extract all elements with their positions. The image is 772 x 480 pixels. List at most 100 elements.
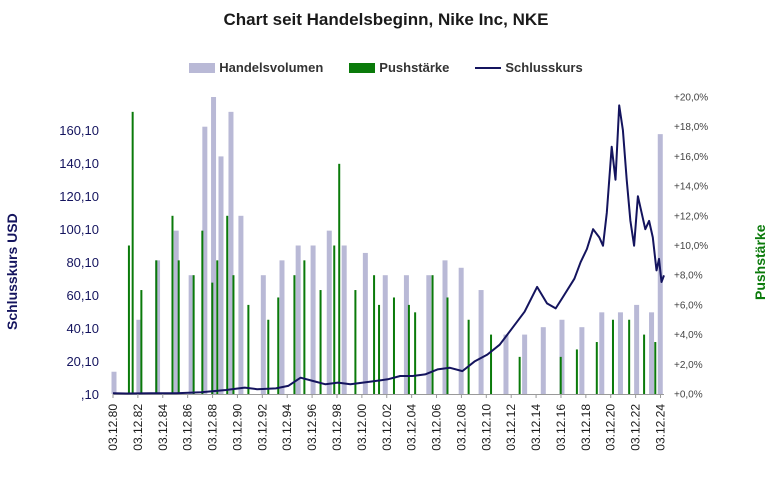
push-bar [201,230,204,394]
y-right-tick-label: +8,0% [674,271,703,282]
y-left-tick-label: ,10 [81,387,99,402]
push-bar [490,334,493,394]
y-right-tick-label: +18,0% [674,122,708,133]
x-tick-label: 03.12.20 [604,404,618,451]
y-right-tick-label: +0,0% [674,390,703,401]
legend-item-volume: Handelsvolumen [189,60,323,75]
legend: Handelsvolumen Pushstärke Schlusskurs [0,60,772,75]
volume-bar [326,230,332,394]
volume-bar [442,260,448,394]
push-bar [654,342,657,394]
y-left-tick-label: 160,10 [59,123,99,138]
x-tick-label: 03.12.84 [156,404,170,451]
y-right-tick-label: +10,0% [674,241,708,252]
legend-item-push: Pushstärke [349,60,449,75]
volume-bar [599,312,605,394]
volume-bar [295,245,301,394]
push-bar [518,356,521,394]
volume-bar [111,371,117,394]
volume-bar [382,275,388,394]
legend-swatch-push [349,62,376,73]
push-bar [319,290,322,394]
close-price-line [112,104,665,395]
legend-label-close: Schlusskurs [505,60,583,75]
push-bar [628,319,631,394]
y-left-tick-label: 80,10 [66,255,99,270]
y-left-tick-label: 60,10 [66,288,99,303]
x-tick-label: 03.12.02 [380,404,394,451]
push-bar [643,334,646,394]
volume-bar [579,327,585,394]
push-bar [177,260,180,394]
push-bar [127,245,130,394]
y-right-tick-label: +4,0% [674,330,703,341]
push-bar [431,275,434,394]
x-tick-label: 03.12.96 [305,404,319,451]
x-tick-label: 03.12.92 [255,404,269,451]
y-right-tick-label: +6,0% [674,300,703,311]
push-bar [140,290,143,394]
push-bar [267,319,270,394]
push-bar [446,297,449,394]
volume-bar [228,111,234,394]
volume-bar [522,334,528,394]
push-bar [155,260,158,394]
push-bar [293,275,296,394]
volume-bar [540,327,546,394]
push-bar [277,297,280,394]
volume-bar [617,312,623,394]
x-tick-label: 03.12.10 [479,404,493,451]
x-tick-label: 03.12.22 [629,404,643,451]
x-tick-label: 03.12.16 [554,404,568,451]
push-bar [232,275,235,394]
y-left-tick-label: 20,10 [66,354,99,369]
volume-bar [260,275,266,394]
volume-bar [202,126,208,394]
volume-bar [238,215,244,394]
x-tick-label: 03.12.04 [405,404,419,451]
x-tick-label: 03.12.94 [280,404,294,451]
legend-swatch-volume [189,62,216,73]
volume-bar [649,312,655,394]
push-bar [303,260,306,394]
chart-title: Chart seit Handelsbeginn, Nike Inc, NKE [223,10,549,29]
push-bar [373,275,376,394]
volume-bar [188,275,194,394]
legend-item-close: Schlusskurs [475,60,583,75]
push-bar [338,163,341,394]
push-bar [575,349,578,394]
push-bar [611,319,614,394]
x-tick-label: 03.12.24 [654,404,668,451]
volume-bar [458,267,464,394]
x-tick-label: 03.12.12 [504,404,518,451]
x-tick-label: 03.12.90 [230,404,244,451]
push-bar [171,215,174,394]
volume-bar [310,245,316,394]
x-tick-label: 03.12.98 [330,404,344,451]
x-tick-label: 03.12.06 [430,404,444,451]
volume-bar [279,260,285,394]
volume-bar [426,275,432,394]
volume-bar [503,334,509,394]
y-left-tick-label: 140,10 [59,156,99,171]
volume-bar [478,290,484,394]
push-bar [392,297,395,394]
x-tick-label: 03.12.86 [181,404,195,451]
volume-bar [634,304,640,394]
push-bar [216,260,219,394]
volume-bar [362,252,368,394]
volume-bar [211,97,217,394]
x-tick-label: 03.12.88 [206,404,220,451]
push-bar [414,312,417,394]
y-right-tick-label: +14,0% [674,182,708,193]
legend-swatch-close [475,66,502,69]
x-tick-label: 03.12.18 [579,404,593,451]
volume-bar [403,275,409,394]
volume-bar [218,156,224,394]
x-tick-label: 03.12.82 [131,404,145,451]
y-right-tick-label: +20,0% [674,93,708,104]
volume-bar [559,319,565,394]
push-bar [407,304,410,394]
x-tick-label: 03.12.80 [106,404,120,451]
